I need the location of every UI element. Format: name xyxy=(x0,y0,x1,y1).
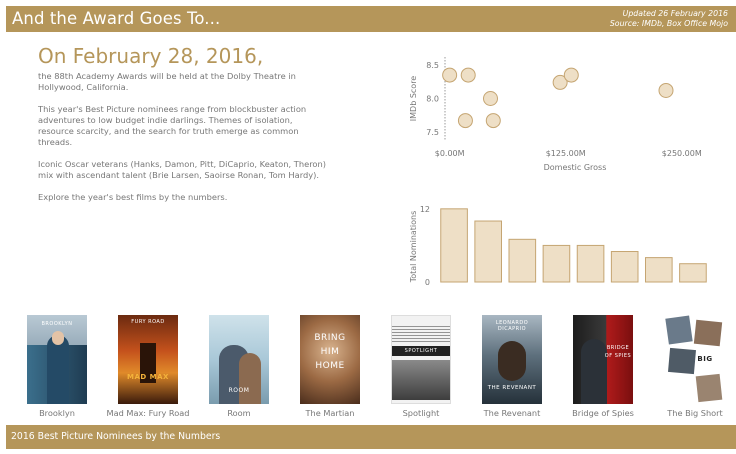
dashboard-title: And the Award Goes To... xyxy=(12,9,221,28)
bar xyxy=(542,244,571,283)
y-tick-label: 0 xyxy=(425,278,430,287)
poster-bridge-of-spies[interactable]: BRIDGE OF SPIES Bridge of Spies xyxy=(553,315,653,418)
scatter-point xyxy=(658,82,674,98)
x-axis-title: Domestic Gross xyxy=(544,163,607,172)
revenant-poster-image[interactable]: LEONARDO DICAPRIO THE REVENANT xyxy=(482,315,542,404)
poster-title: Brooklyn xyxy=(39,408,75,418)
scatter-point xyxy=(457,113,473,129)
footer-bar: 2016 Best Picture Nominees by the Number… xyxy=(6,425,736,449)
scatter-point xyxy=(442,67,458,83)
intro-paragraph-3: Iconic Oscar veterans (Hanks, Damon, Pit… xyxy=(38,159,326,180)
poster-martian[interactable]: BRING HIM HOME The Martian xyxy=(280,315,380,418)
intro-paragraph-2: This year's Best Picture nominees range … xyxy=(38,104,307,147)
x-tick-label: $125.00M xyxy=(546,149,586,158)
bar xyxy=(576,244,605,283)
brooklyn-poster-image[interactable]: BROOKLYN xyxy=(27,315,87,404)
y-axis-title: IMDb Score xyxy=(409,76,418,122)
scatter-point xyxy=(552,74,568,90)
data-source: Source: IMDb, Box Office Mojo xyxy=(609,19,728,28)
bar xyxy=(508,238,537,283)
big-short-poster-image[interactable]: BIG xyxy=(665,315,725,404)
room-poster-image[interactable]: ROOM xyxy=(209,315,269,404)
poster-title: Mad Max: Fury Road xyxy=(106,408,190,418)
scatter-chart-score-vs-gross: 7.5 8.0 8.5 $0.00M $125.00M $250.00M IMDb Scor… xyxy=(409,57,702,172)
martian-poster-image[interactable]: BRING HIM HOME xyxy=(300,315,360,404)
header-meta: Updated 26 February 2016 Source: IMDb, B… xyxy=(610,9,728,29)
bar xyxy=(679,263,707,283)
poster-room[interactable]: ROOM Room xyxy=(189,315,289,418)
y-tick-label: 12 xyxy=(420,205,430,214)
intro-paragraph-1: the 88th Academy Awards will be held at … xyxy=(38,71,296,92)
bar xyxy=(645,257,673,283)
bar xyxy=(440,208,468,283)
intro-heading: On February 28, 2016, xyxy=(38,44,264,68)
bridge-of-spies-poster-image[interactable]: BRIDGE OF SPIES xyxy=(573,315,633,404)
y-tick-label: 8.0 xyxy=(426,95,439,104)
mad-max-poster-image[interactable]: MAD MAX FURY ROAD xyxy=(118,315,178,404)
scatter-point xyxy=(563,67,579,83)
poster-big-short[interactable]: BIG The Big Short xyxy=(645,315,736,418)
header-bar: And the Award Goes To... Updated 26 Febr… xyxy=(6,6,736,32)
x-tick-label: $0.00M xyxy=(435,149,465,158)
poster-title: The Big Short xyxy=(667,408,723,418)
intro-text-panel: On February 28, 2016, the 88th Academy A… xyxy=(38,44,328,214)
intro-paragraph-4: Explore the year's best films by the num… xyxy=(38,192,228,202)
updated-date: Updated 26 February 2016 xyxy=(622,9,728,18)
poster-title: The Martian xyxy=(305,408,355,418)
poster-title: The Revenant xyxy=(483,408,541,418)
y-tick-label: 7.5 xyxy=(426,128,439,137)
spotlight-poster-image[interactable]: SPOTLIGHT xyxy=(391,315,451,404)
poster-strip: BROOKLYN Brooklyn MAD MAX FURY ROAD Mad … xyxy=(0,315,736,420)
poster-title: Bridge of Spies xyxy=(572,408,634,418)
scatter-point xyxy=(485,113,501,129)
scatter-point xyxy=(483,91,498,106)
poster-mad-max[interactable]: MAD MAX FURY ROAD Mad Max: Fury Road xyxy=(98,315,198,418)
poster-revenant[interactable]: LEONARDO DICAPRIO THE REVENANT The Reven… xyxy=(462,315,562,418)
bar xyxy=(610,251,639,283)
bar xyxy=(474,220,502,283)
y-axis-title: Total Nominations xyxy=(409,211,418,284)
scatter-point xyxy=(460,67,476,83)
poster-spotlight[interactable]: SPOTLIGHT Spotlight xyxy=(371,315,471,418)
poster-brooklyn[interactable]: BROOKLYN Brooklyn xyxy=(7,315,107,418)
poster-title: Spotlight xyxy=(402,408,440,418)
poster-title: Room xyxy=(227,408,251,418)
y-tick-label: 8.5 xyxy=(426,61,439,70)
x-tick-label: $250.00M xyxy=(662,149,702,158)
footer-label: 2016 Best Picture Nominees by the Number… xyxy=(11,431,221,442)
